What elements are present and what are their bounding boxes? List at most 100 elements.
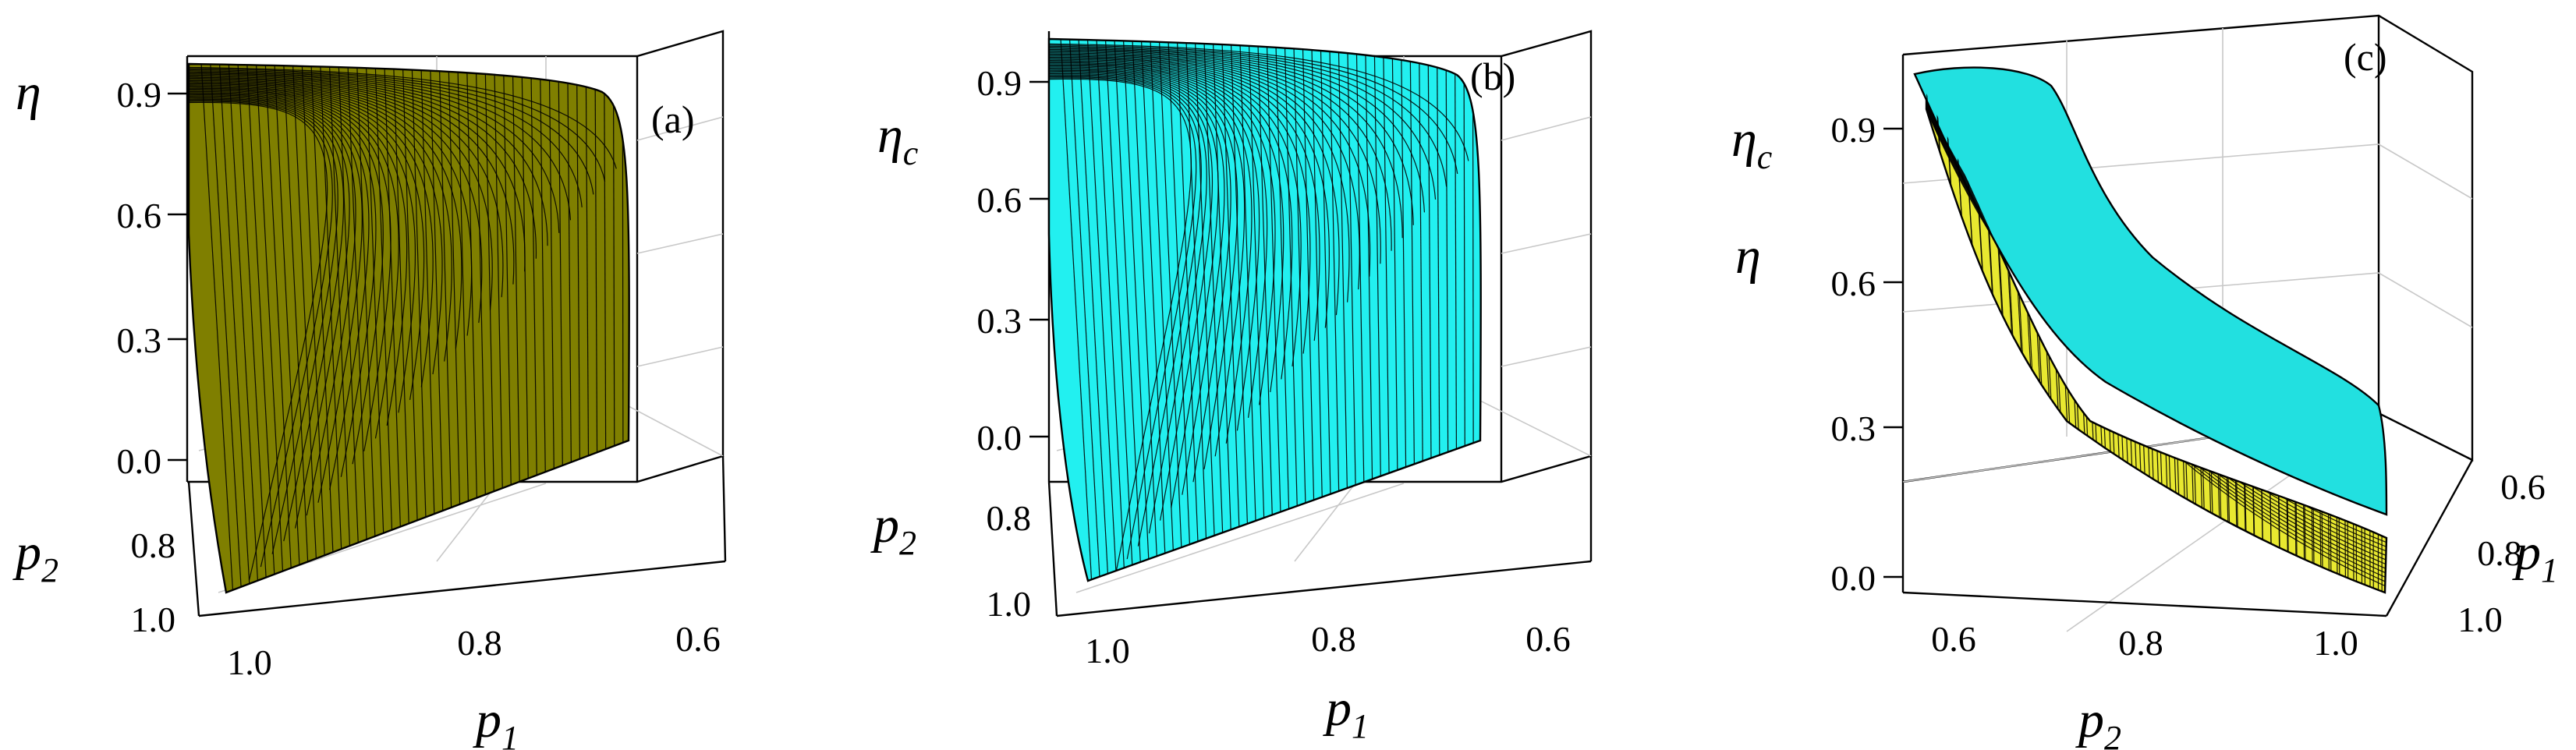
panel-b-surface (1047, 37, 1482, 582)
panel-b: 0.9 0.6 0.3 0.0 ηc 0.8 1.0 p2 1.0 0.8 0.… (870, 30, 1593, 745)
mesh-b-hcurve (1049, 69, 1245, 457)
mesh-a-hcurve (189, 83, 452, 362)
panel-a-x-tick-0.6: 0.6 (675, 619, 721, 659)
panel-c-z-tick-0.3: 0.3 (1831, 409, 1876, 448)
mesh-b-vline (1140, 39, 1169, 581)
mesh-a-vline (282, 64, 312, 593)
mesh-a-hcurve (189, 69, 594, 195)
mesh-b-vline (1131, 39, 1160, 581)
mesh-a-hcurve (189, 74, 537, 259)
mesh-a-hcurve (189, 85, 434, 387)
mesh-a-hcurve (189, 79, 493, 310)
mesh-a-hcurve (189, 90, 399, 439)
panel-a-y-tick-1.0: 1.0 (131, 600, 176, 639)
panel-c-z-tick-0.6: 0.6 (1831, 264, 1876, 303)
panel-a-z-tick-0.3: 0.3 (117, 320, 162, 360)
mesh-b-hcurve (1049, 54, 1360, 290)
mesh-b-vline (1077, 39, 1111, 581)
mesh-b-vline (1095, 39, 1128, 581)
mesh-b-hcurve (1049, 64, 1276, 405)
panel-c-z-tick-0.0: 0.0 (1831, 558, 1876, 598)
mesh-b-hcurve (1049, 65, 1268, 418)
mesh-a-vline (236, 64, 269, 593)
mesh-a-hcurve (189, 77, 504, 298)
mesh-a-vline (218, 64, 253, 593)
mesh-b-hcurve (1049, 59, 1311, 354)
mesh-b-vline (1113, 39, 1144, 581)
panel-a-box (187, 30, 725, 483)
mesh-b-hcurve (1049, 77, 1197, 560)
panel-a-z-ticks: 0.9 0.6 0.3 0.0 (117, 75, 187, 481)
mesh-a-hcurve (189, 90, 392, 451)
mesh-b-hcurve (1049, 66, 1260, 431)
mesh-a-vline (264, 64, 295, 593)
mesh-b-hcurve (1049, 67, 1253, 444)
panel-a-label: (a) (651, 97, 695, 141)
mesh-a-hcurve (189, 66, 617, 169)
panel-b-z-ticks: 0.9 0.6 0.3 0.0 (977, 63, 1049, 458)
mesh-a-hcurve (189, 68, 606, 182)
panel-a-x-label: p1 (473, 692, 519, 750)
panel-b-z-label: ηc (877, 107, 919, 172)
mesh-b-vline (1149, 39, 1178, 581)
mesh-a-vline (622, 64, 624, 593)
panel-b-y-label: p2 (870, 497, 916, 562)
mesh-a-vline (374, 64, 396, 593)
panel-a-y-tick-0.8: 0.8 (131, 525, 176, 565)
panel-a-x-tick-1.0: 1.0 (227, 642, 272, 682)
panel-a-mesh (189, 64, 624, 593)
mesh-b-hcurve (1049, 48, 1414, 225)
mesh-a-hcurve (189, 87, 425, 401)
panel-b-z-tick-0.6: 0.6 (977, 180, 1022, 220)
mesh-a-vline (227, 64, 261, 593)
mesh-a-hcurve (189, 71, 572, 221)
panel-c-y-tick-0.8: 0.8 (2477, 533, 2522, 573)
panel-c-surface-eta (1925, 93, 2388, 594)
mesh-a-hcurve (189, 94, 370, 490)
panel-a-y-label: p2 (12, 524, 58, 589)
mesh-b-hcurve (1049, 75, 1207, 534)
mesh-a-vline (300, 64, 328, 593)
panel-c-z-tick-0.9: 0.9 (1831, 110, 1876, 150)
mesh-b-hcurve (1049, 74, 1214, 521)
mesh-a-hcurve (189, 95, 363, 503)
mesh-a-vline (200, 64, 236, 593)
mesh-b-hcurve (1049, 48, 1426, 213)
mesh-a-vline (365, 64, 388, 593)
mesh-a-hcurve (189, 92, 384, 465)
mesh-a-hcurve (189, 101, 333, 568)
mesh-b-vline (1176, 39, 1202, 581)
mesh-b-hcurve (1049, 63, 1284, 393)
panel-c-z-label-eta: η (1735, 228, 1761, 285)
mesh-a-hcurve (189, 98, 345, 542)
mesh-b-hcurve (1049, 56, 1340, 316)
mesh-b-hcurve (1049, 58, 1331, 328)
panel-c-surface-eta-c (1913, 66, 2388, 516)
mesh-a-vline (356, 64, 379, 593)
mesh-b-hcurve (1049, 44, 1458, 175)
mesh-b-vline (1122, 39, 1153, 581)
mesh-b-hcurve (1049, 61, 1302, 367)
panel-b-label: (b) (1470, 55, 1515, 98)
panel-b-z-tick-0.0: 0.0 (977, 418, 1022, 458)
mesh-a-vline (273, 64, 303, 593)
mesh-a-hcurve (189, 101, 328, 580)
mesh-a-hcurve (189, 70, 583, 207)
panel-b-mesh (1049, 39, 1475, 581)
mesh-b-hcurve (1049, 73, 1219, 508)
mesh-b-hcurve (1049, 45, 1447, 187)
panel-a-z-tick-0.0: 0.0 (117, 441, 162, 481)
panel-b-x-tick-0.8: 0.8 (1311, 619, 1356, 659)
panel-b-y-tick-1.0: 1.0 (987, 584, 1032, 624)
mesh-a-vline (246, 64, 278, 593)
panel-c-y-label: p1 (2512, 524, 2558, 589)
mesh-b-hcurve (1049, 50, 1403, 239)
panel-c-y-tick-0.6: 0.6 (2500, 467, 2546, 507)
panel-b-z-tick-0.3: 0.3 (977, 301, 1022, 341)
mesh-a-hcurve (189, 81, 473, 336)
mesh-a-hcurve (189, 87, 416, 413)
mesh-b-vline (1158, 39, 1185, 581)
mesh-a-hcurve (189, 97, 350, 529)
mesh-b-vline (1221, 39, 1243, 581)
